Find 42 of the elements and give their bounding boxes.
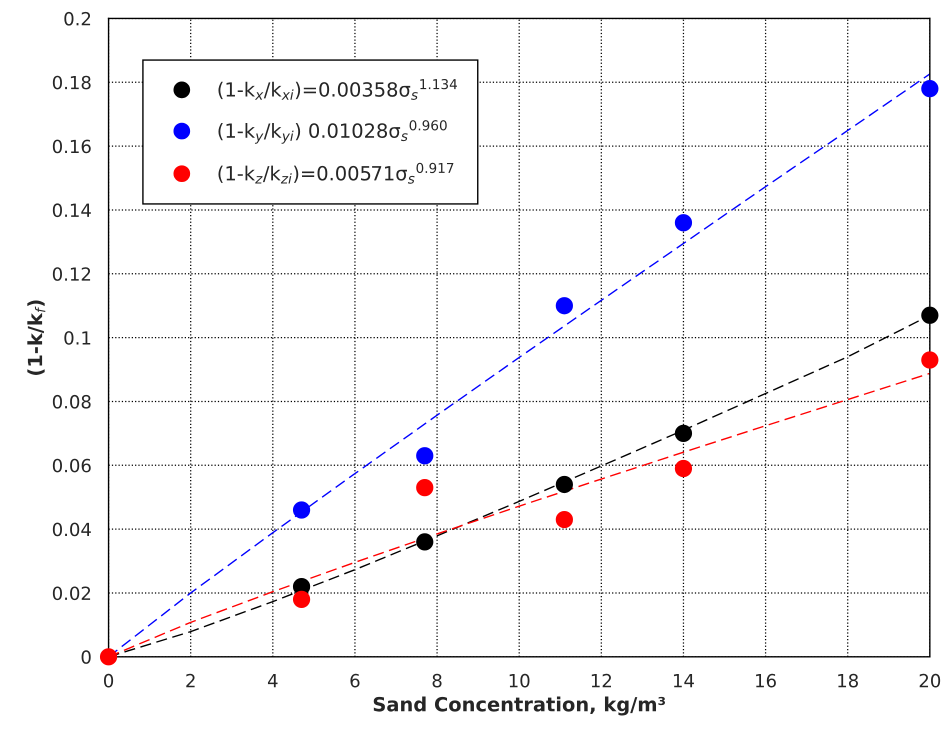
y-tick-label: 0.12 — [52, 267, 90, 281]
legend-label: (1-k$_{z}$/k$_{zi}$)=0.00571σ$_{s}$$^{0.917}$ — [218, 162, 454, 184]
x-tick-label: 6 — [350, 674, 360, 688]
x-tick-label: 0 — [104, 674, 114, 688]
legend-label: (1-k$_{x}$/k$_{xi}$)=0.00358σ$_{s}$$^{1.134}$ — [218, 78, 457, 100]
point — [674, 460, 692, 478]
point — [416, 479, 434, 496]
y-tick-label: 0.02 — [52, 586, 90, 600]
y-tick-label: 0.2 — [64, 12, 90, 26]
point — [921, 351, 938, 369]
y-tick-label: 0 — [82, 650, 91, 664]
x-tick-label: 14 — [674, 674, 694, 688]
y-tick-label: 0.18 — [52, 76, 91, 90]
point — [556, 297, 573, 314]
y-tick-label: 0.16 — [52, 140, 91, 154]
point — [921, 80, 938, 98]
x-tick-label: 2 — [186, 674, 195, 688]
x-axis-title: Sand Concentration, kg/m³ — [374, 696, 666, 716]
point — [292, 501, 310, 519]
y-axis-title: (1-k/k$_{f}$) — [27, 300, 46, 375]
x-tick-label: 12 — [592, 674, 612, 688]
x-tick-label: 18 — [838, 674, 858, 688]
point — [292, 590, 310, 608]
y-tick-label: 0.1 — [64, 331, 90, 345]
x-tick-label: 10 — [510, 674, 530, 688]
point — [674, 424, 692, 442]
x-tick-label: 8 — [432, 674, 442, 688]
point — [100, 648, 118, 666]
y-tick-label: 0.08 — [52, 394, 91, 409]
point — [674, 214, 692, 232]
x-tick-label: 20 — [920, 674, 940, 688]
point — [556, 510, 573, 528]
legend-label: (1-k$_{y}$/k$_{yi}$) 0.01028σ$_{s}$$^{0.960}$ — [218, 120, 447, 144]
y-tick-label: 0.14 — [52, 203, 91, 218]
point — [416, 533, 434, 551]
point — [921, 306, 938, 324]
x-tick-label: 16 — [756, 674, 776, 688]
x-tick-label: 4 — [268, 674, 278, 688]
y-tick-label: 0.06 — [52, 458, 91, 472]
point — [556, 476, 573, 494]
y-tick-label: 0.04 — [52, 522, 91, 536]
point — [416, 447, 434, 464]
